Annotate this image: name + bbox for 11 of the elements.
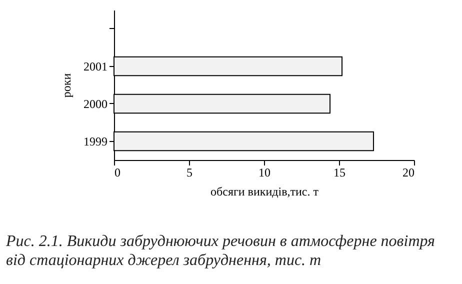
x-tick-label: 0 xyxy=(114,166,120,180)
text: Рис. 2.1. Викиди забруднюючих речовин в атмосферне повітря від стаціонарних джерел забруднення, тис. т xyxy=(6,232,436,270)
y-tick-label: 2000 xyxy=(84,96,108,111)
x-tick-label: 15 xyxy=(334,166,346,180)
y-axis-title: роки xyxy=(60,72,74,98)
y-tick-label: 1999 xyxy=(84,134,108,148)
x-tick-label: 10 xyxy=(258,166,270,180)
x-tick-label: 5 xyxy=(186,166,192,180)
x-tick-label: 20 xyxy=(402,166,414,180)
y-tick-label: 2001 xyxy=(84,59,108,74)
x-axis-title: обсяги викидів,тис. т xyxy=(210,184,320,198)
